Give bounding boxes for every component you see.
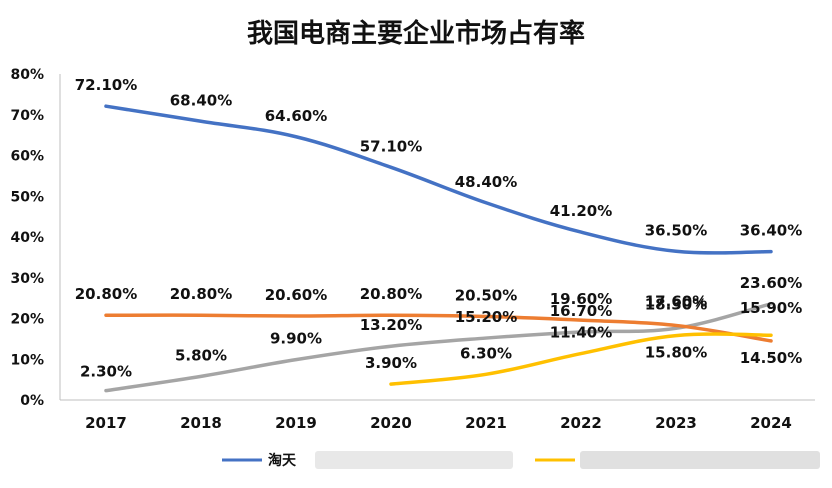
- x-tick-label: 2017: [85, 414, 127, 432]
- data-labels: 72.10% 68.40% 64.60% 57.10% 48.40% 41.20% 36.5…: [75, 76, 802, 380]
- data-label: 2.30%: [80, 363, 132, 381]
- data-label: 13.20%: [360, 316, 422, 334]
- y-tick-label: 20%: [10, 312, 44, 328]
- data-label: 20.60%: [265, 286, 327, 304]
- series-line-3: [389, 332, 773, 386]
- x-tick-label: 2022: [560, 414, 602, 432]
- data-label: 15.20%: [455, 308, 517, 326]
- data-label: 64.60%: [265, 107, 327, 125]
- data-label: 16.70%: [550, 302, 612, 320]
- legend-blur-2: [580, 451, 820, 469]
- y-tick-label: 10%: [10, 352, 44, 368]
- data-label: 5.80%: [175, 346, 227, 364]
- data-label: 72.10%: [75, 76, 137, 94]
- data-label: 41.20%: [550, 202, 612, 220]
- x-tick-label: 2023: [655, 414, 697, 432]
- data-label: 14.50%: [740, 349, 802, 367]
- data-label: 9.90%: [270, 330, 322, 348]
- data-label: 20.80%: [360, 285, 422, 303]
- data-label: 20.80%: [170, 285, 232, 303]
- series-lines: [104, 104, 773, 393]
- data-label: 36.40%: [740, 222, 802, 240]
- data-label: 68.40%: [170, 91, 232, 109]
- chart-title: 我国电商主要企业市场占有率: [247, 18, 585, 49]
- data-label: 15.90%: [740, 299, 802, 317]
- x-axis: 2017 2018 2019 2020 2021 2022 2023 2024: [85, 414, 792, 432]
- x-tick-label: 2018: [180, 414, 222, 432]
- data-label: 23.60%: [740, 274, 802, 292]
- legend-blur-1: [315, 451, 513, 469]
- x-tick-label: 2024: [750, 414, 792, 432]
- data-label: 17.60%: [645, 292, 707, 310]
- y-tick-label: 60%: [10, 149, 44, 165]
- x-tick-label: 2020: [370, 414, 412, 432]
- y-tick-label: 40%: [10, 230, 44, 246]
- legend: 淘天: [222, 451, 820, 469]
- data-label: 20.50%: [455, 286, 517, 304]
- y-tick-label: 80%: [10, 67, 44, 83]
- data-label: 19.60%: [550, 290, 612, 308]
- x-tick-label: 2021: [465, 414, 507, 432]
- series-line-2: [104, 302, 773, 393]
- y-axis: 0% 10% 20% 30% 40% 50% 60% 70% 80%: [10, 67, 44, 409]
- legend-label-taotian: 淘天: [268, 452, 297, 469]
- data-label: 20.80%: [75, 285, 137, 303]
- data-label: 36.50%: [645, 221, 707, 239]
- y-tick-label: 30%: [10, 271, 44, 287]
- series-line-1: [104, 313, 773, 343]
- data-label: 48.40%: [455, 173, 517, 191]
- data-label: 11.40%: [550, 324, 612, 342]
- data-label: 57.10%: [360, 137, 422, 155]
- series-line-0: [104, 104, 773, 255]
- y-tick-label: 50%: [10, 189, 44, 205]
- data-label: 18.30%: [645, 295, 707, 313]
- data-label: 15.80%: [645, 344, 707, 362]
- y-tick-label: 70%: [10, 108, 44, 124]
- data-label: 6.30%: [460, 344, 512, 362]
- y-tick-label: 0%: [20, 393, 44, 409]
- data-label: 3.90%: [365, 354, 417, 372]
- x-tick-label: 2019: [275, 414, 317, 432]
